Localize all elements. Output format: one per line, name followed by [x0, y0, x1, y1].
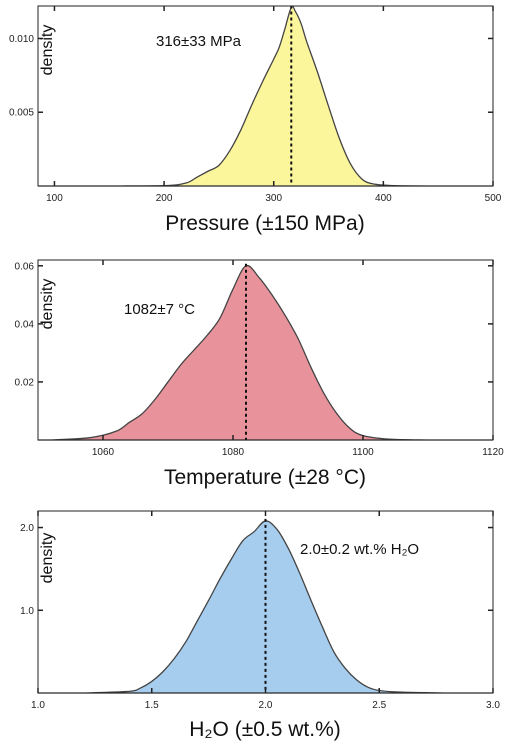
- x-tick-label-temperature: 1100: [352, 447, 374, 458]
- x-tick-label-pressure: 500: [485, 193, 502, 204]
- annotation-pressure: 316±33 MPa: [156, 33, 242, 50]
- y-tick-label-h2o: 1.0: [20, 606, 34, 617]
- x-tick-label-pressure: 300: [265, 193, 282, 204]
- y-tick-label-temperature: 0.06: [15, 261, 35, 272]
- y-axis-title-h2o: density: [39, 533, 56, 584]
- x-axis-title-temperature: Temperature (±28 °C): [164, 466, 366, 489]
- x-tick-label-h2o: 2.0: [259, 700, 273, 711]
- x-tick-label-pressure: 200: [156, 193, 173, 204]
- density-curve-h2o: [38, 520, 493, 694]
- x-axis-title-h2o: H₂O (±0.5 wt.%): [189, 718, 341, 741]
- annotation-h2o: 2.0±0.2 wt.% H₂O: [300, 541, 419, 558]
- x-tick-label-h2o: 2.5: [372, 700, 386, 711]
- panel-pressure: 100 200 300 400 500 0.005 0.010 density 316±33…: [9, 5, 502, 235]
- x-tick-label-pressure: 100: [46, 193, 63, 204]
- x-tick-label-h2o: 3.0: [486, 700, 500, 711]
- x-tick-label-temperature: 1060: [92, 447, 115, 458]
- y-axis-title-pressure: density: [39, 25, 56, 76]
- y-tick-label-temperature: 0.02: [15, 377, 35, 388]
- ticks-h2o: 1.0 1.5 2.0 2.5 3.0 1.0 2.0: [20, 511, 500, 711]
- x-tick-label-temperature: 1120: [482, 447, 504, 458]
- y-tick-label-pressure: 0.010: [9, 34, 34, 45]
- plot-frame-temperature: [37, 259, 494, 441]
- y-axis-title-temperature: density: [39, 279, 56, 330]
- density-curve-temperature: [38, 264, 493, 441]
- y-tick-label-h2o: 2.0: [20, 523, 34, 534]
- x-tick-label-h2o: 1.5: [145, 700, 159, 711]
- ticks-pressure: 100 200 300 400 500 0.005 0.010: [9, 6, 502, 204]
- ticks-temperature: 1060 1080 1100 1120 0.02 0.04 0.06: [15, 260, 504, 458]
- x-tick-label-h2o: 1.0: [31, 700, 45, 711]
- x-axis-title-pressure: Pressure (±150 MPa): [165, 212, 364, 235]
- panel-temperature: 1060 1080 1100 1120 0.02 0.04 0.06 density 108…: [15, 259, 504, 489]
- annotation-temperature: 1082±7 °C: [124, 301, 195, 318]
- y-tick-label-temperature: 0.04: [15, 319, 35, 330]
- panel-h2o: 1.0 1.5 2.0 2.5 3.0 1.0 2.0 density 2.0±0.2 wt…: [20, 510, 500, 741]
- y-tick-label-pressure: 0.005: [9, 108, 34, 119]
- plot-frame-pressure: [37, 5, 494, 187]
- density-curve-pressure: [38, 5, 493, 187]
- x-tick-label-pressure: 400: [375, 193, 392, 204]
- x-tick-label-temperature: 1080: [222, 447, 245, 458]
